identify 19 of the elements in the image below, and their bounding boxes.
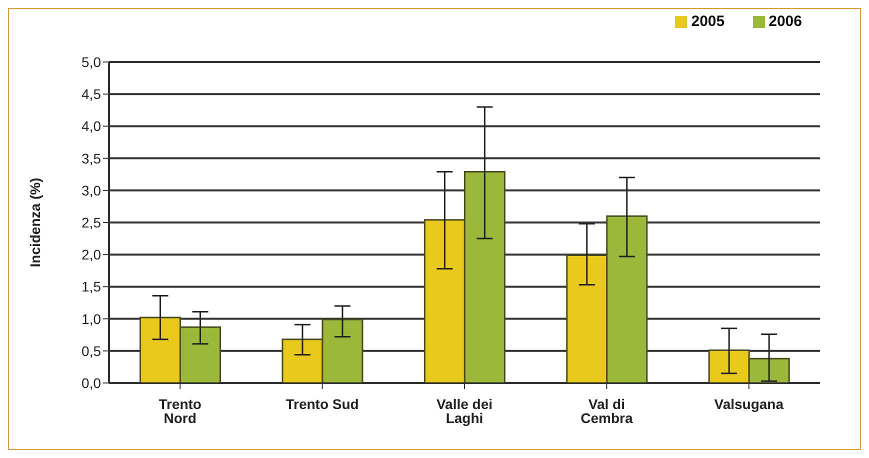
y-tick-label: 1,0 [82, 310, 102, 327]
legend-label: 2006 [768, 13, 802, 30]
y-tick-label: 4,5 [82, 86, 102, 102]
y-tick-label: 4,0 [82, 118, 102, 134]
y-tick-label: 0,5 [82, 342, 102, 359]
y-axis-title: Incidenza (%) [26, 178, 43, 268]
y-tick-label: 3,0 [82, 182, 102, 198]
y-tick-label: 3,5 [82, 150, 102, 166]
x-tick-label: Val di Cembra [580, 396, 633, 426]
x-tick-label: Trento Nord [158, 396, 202, 426]
y-tick-label: 2,5 [82, 214, 102, 230]
y-tick-label: 0,0 [82, 374, 102, 391]
y-tick-label: 5,0 [82, 54, 102, 70]
x-tick-label: Valle dei Laghi [436, 396, 493, 426]
y-tick-label: 1,5 [82, 278, 102, 295]
y-tick-label: 2,0 [82, 246, 102, 263]
x-tick-label: Trento Sud [286, 396, 359, 412]
legend-label: 2005 [691, 13, 725, 30]
x-tick-label: Valsugana [714, 396, 784, 412]
